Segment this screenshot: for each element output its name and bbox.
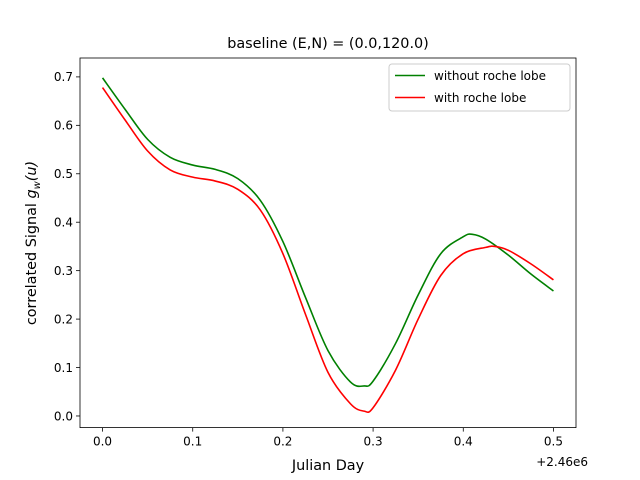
- y-tick-label: 0.6: [54, 119, 73, 133]
- chart-title: baseline (E,N) = (0.0,120.0): [227, 36, 429, 52]
- x-tick-label: 0.3: [364, 435, 383, 449]
- x-axis-label: Julian Day: [291, 458, 365, 474]
- series-line-without-roche-lobe: [101, 77, 554, 388]
- axes-frame: [79, 57, 577, 429]
- x-tick-label: 0.5: [544, 435, 563, 449]
- y-tick-label: 0.0: [54, 409, 73, 423]
- y-tick-label: 0.1: [54, 361, 73, 375]
- legend-label-without-roche-lobe: without roche lobe: [434, 69, 546, 83]
- x-tick-label: 0.2: [273, 435, 292, 449]
- y-axis-label: correlated Signal gw(u): [24, 161, 43, 325]
- x-tick-label: 0.4: [454, 435, 473, 449]
- legend-label-with-roche-lobe: with roche lobe: [434, 91, 526, 105]
- y-tick-label: 0.3: [54, 264, 73, 278]
- x-offset-label: +2.46e6: [536, 455, 588, 469]
- series-line-with-roche-lobe: [101, 87, 554, 414]
- x-tick-label: 0.0: [93, 435, 112, 449]
- y-tick-label: 0.5: [54, 167, 73, 181]
- y-tick-label: 0.4: [54, 216, 73, 230]
- legend-box: [388, 63, 571, 112]
- series-lines: [101, 77, 554, 414]
- legend: without roche lobe with roche lobe: [388, 63, 571, 112]
- y-tick-label: 0.2: [54, 312, 73, 326]
- x-tick-label: 0.1: [183, 435, 202, 449]
- y-tick-label: 0.7: [54, 70, 73, 84]
- x-axis-ticks: 0.0 0.1 0.2 0.3 0.4 0.5: [93, 427, 563, 449]
- y-axis-ticks: 0.0 0.1 0.2 0.3 0.4 0.5 0.6 0.7: [54, 70, 80, 423]
- plot-area: [80, 58, 576, 428]
